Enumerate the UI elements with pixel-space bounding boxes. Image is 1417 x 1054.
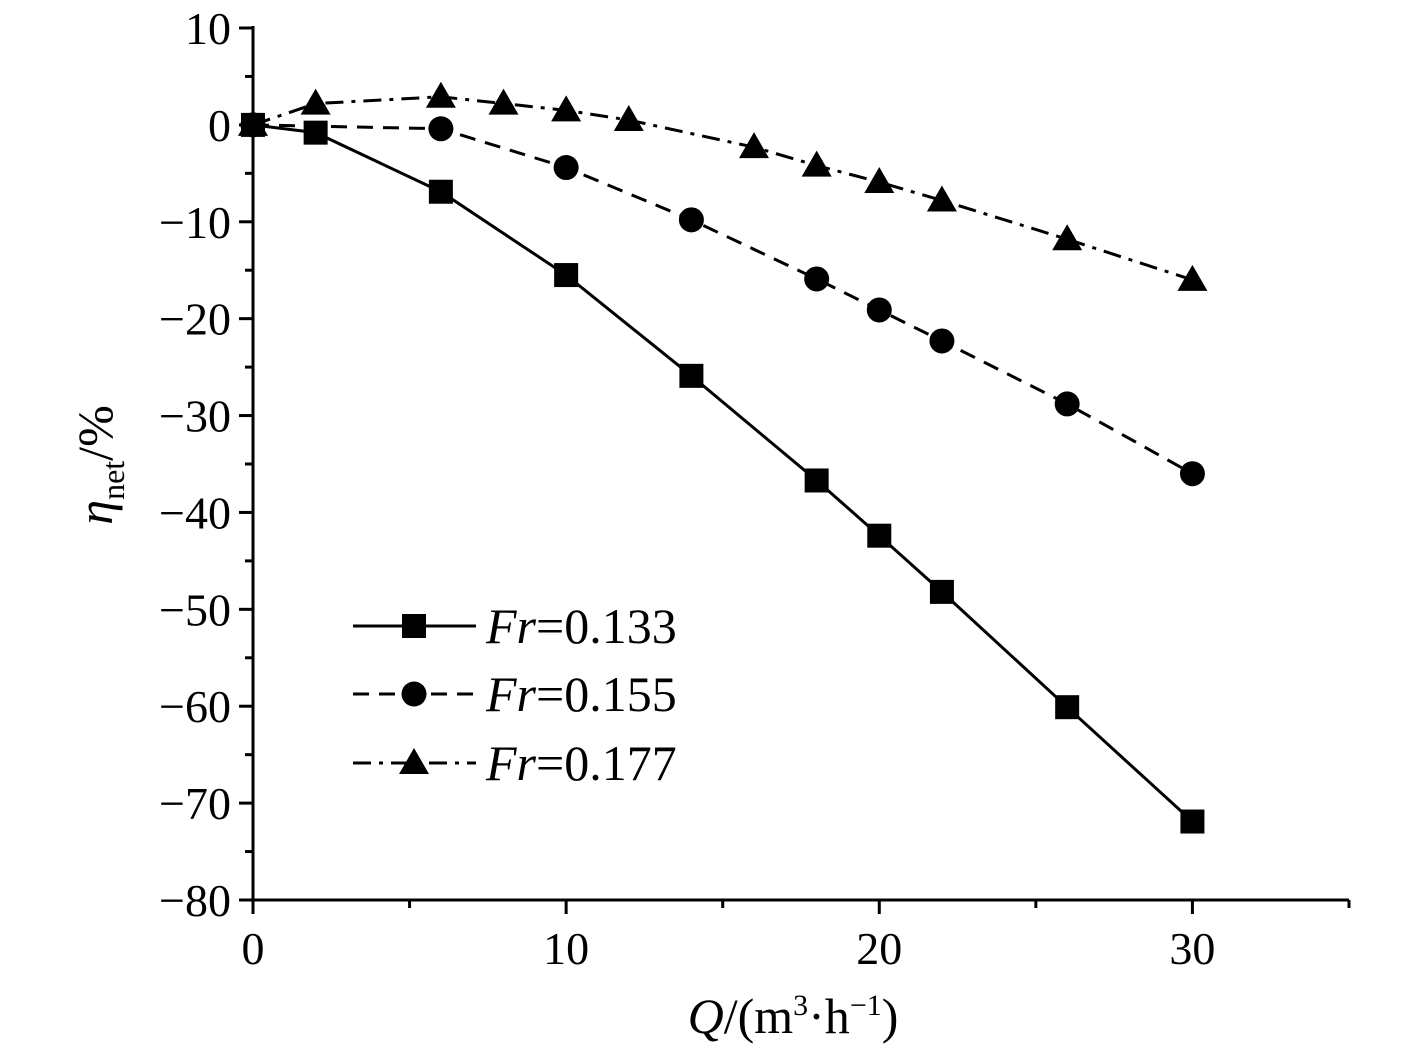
series-square xyxy=(241,112,1205,834)
legend-label: Fr=0.155 xyxy=(485,666,677,722)
data-point xyxy=(1052,224,1083,251)
legend-item: Fr=0.155 xyxy=(353,666,677,722)
data-point xyxy=(303,120,328,145)
x-tick-label: 30 xyxy=(1169,923,1215,974)
data-point xyxy=(1054,391,1080,417)
data-point xyxy=(428,179,453,204)
legend-marker xyxy=(402,614,426,638)
y-axis-label: ηnet/% xyxy=(67,405,131,524)
series-layer xyxy=(238,81,1208,834)
data-point xyxy=(1177,264,1208,291)
data-point xyxy=(613,105,644,132)
legend-item: Fr=0.133 xyxy=(353,598,677,654)
y-tick-label: 10 xyxy=(185,3,231,54)
data-point xyxy=(300,88,331,115)
data-point xyxy=(864,167,895,194)
y-ticks: 10 0 −10 −20 −30 −40 −50 −60 −70 −80 xyxy=(159,3,253,926)
x-ticks: 0 10 20 30 xyxy=(242,900,1351,974)
data-point xyxy=(739,132,770,159)
data-point xyxy=(553,155,579,181)
y-tick-label: −50 xyxy=(159,584,231,635)
data-point xyxy=(551,95,582,122)
x-tick-label: 10 xyxy=(543,923,589,974)
legend-marker xyxy=(399,748,429,774)
legend-item: Fr=0.177 xyxy=(353,735,677,791)
data-point xyxy=(238,109,268,136)
data-point xyxy=(1179,461,1205,487)
data-point xyxy=(804,468,829,493)
data-point xyxy=(679,363,704,388)
series-line xyxy=(252,123,1194,475)
legend-marker xyxy=(401,681,427,707)
y-tick-label: −60 xyxy=(159,681,231,732)
data-point xyxy=(929,579,954,604)
y-tick-label: −80 xyxy=(159,875,231,926)
y-tick-label: −40 xyxy=(159,487,231,538)
data-point xyxy=(554,263,579,288)
legend-label: Fr=0.177 xyxy=(485,735,677,791)
data-point xyxy=(804,266,830,292)
data-point xyxy=(1055,695,1080,720)
series-triangle xyxy=(238,81,1208,291)
x-axis-label: Q/(m3·h−1) xyxy=(688,988,899,1044)
data-point xyxy=(926,185,957,212)
y-tick-label: −30 xyxy=(159,391,231,442)
y-tick-label: 0 xyxy=(208,100,231,151)
y-tick-label: −20 xyxy=(159,294,231,345)
data-point xyxy=(867,523,892,548)
y-tick-label: −10 xyxy=(159,197,231,248)
data-point xyxy=(678,207,704,233)
data-point xyxy=(488,88,519,115)
series-line xyxy=(252,95,1193,282)
legend: Fr=0.133 Fr=0.155 Fr=0.177 xyxy=(353,598,677,791)
series-circle xyxy=(240,112,1205,487)
series-line xyxy=(252,123,1194,823)
data-point xyxy=(801,150,832,177)
y-tick-label: −70 xyxy=(159,778,231,829)
data-point xyxy=(866,297,892,323)
data-point xyxy=(929,328,955,354)
x-tick-label: 0 xyxy=(242,923,265,974)
data-point xyxy=(425,81,456,108)
x-tick-label: 20 xyxy=(856,923,902,974)
data-point xyxy=(428,116,454,142)
data-point xyxy=(1180,809,1205,834)
legend-label: Fr=0.133 xyxy=(485,598,677,654)
